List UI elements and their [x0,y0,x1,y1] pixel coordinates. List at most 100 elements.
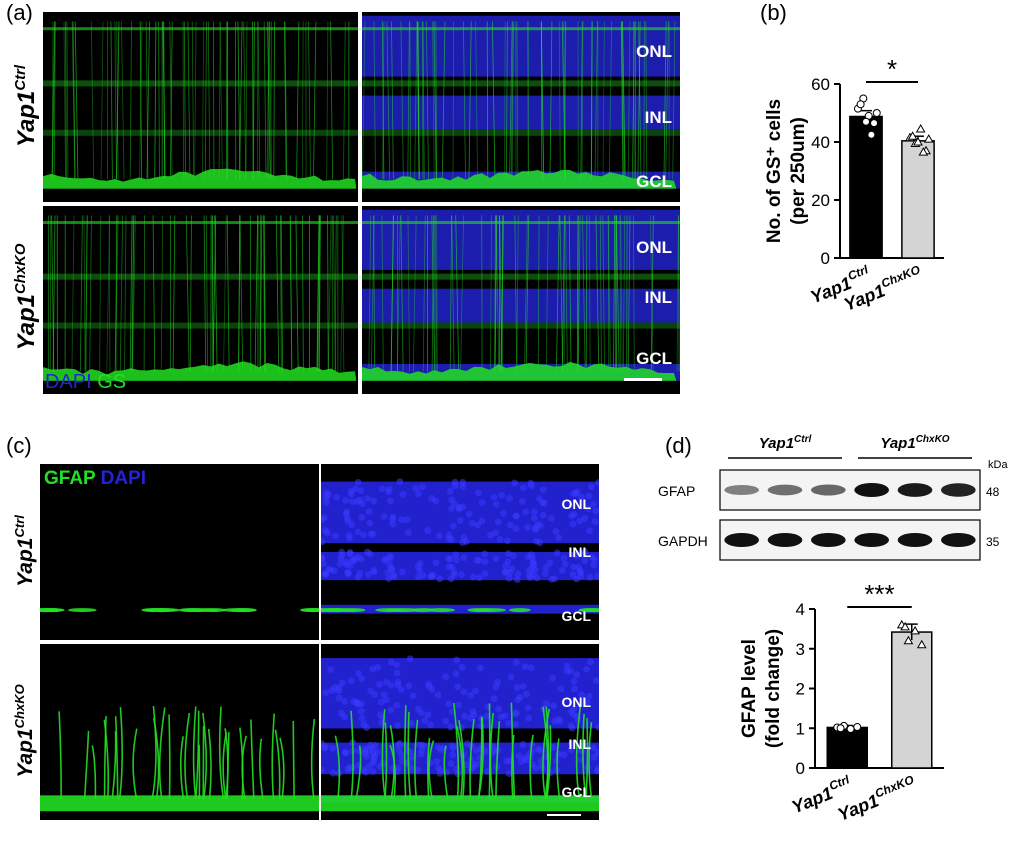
glial-fiber [129,215,133,372]
nucleus [387,706,395,714]
nucleus [414,766,422,774]
nucleus [561,560,569,568]
data-point [916,639,927,649]
nucleus [557,685,565,693]
y-tick-label: 2 [796,680,805,699]
nucleus [344,766,352,774]
glial-fiber [414,21,418,180]
nucleus [568,512,575,520]
data-point [918,147,929,156]
vitreous [362,188,680,202]
reactive-glial-process [202,712,208,800]
glial-fiber [270,21,272,180]
image-c-ctrl-gfap: GFAP DAPI [40,464,319,640]
nucleus [592,676,599,684]
nucleus [504,550,512,558]
reactive-glial-process [192,706,197,799]
glial-fiber [169,21,173,180]
reactive-glial-process [271,713,276,799]
nucleus [576,517,584,525]
glial-fiber [183,21,186,180]
glial-fiber [441,21,446,180]
nucleus [370,757,378,765]
nucleus [360,531,367,539]
nucleus [503,757,511,765]
plexiform-layer [362,322,680,329]
nucleus [540,499,548,507]
glial-fiber [649,215,654,372]
glial-fiber [390,215,394,372]
glial-fiber [422,215,426,372]
nucleus [559,567,566,574]
panel-label-a: (a) [6,0,33,25]
stain-label-c: GFAP DAPI [44,468,147,489]
nucleus [574,563,582,571]
nucleus [408,766,416,774]
nucleus [527,664,535,672]
nucleus [376,763,384,770]
glial-fiber [51,21,55,180]
glial-fiber [563,21,566,180]
nucleus [524,553,532,561]
micrograph-background [43,12,358,202]
blot-band [724,484,759,496]
nucleus [398,516,405,524]
nucleus [442,717,450,725]
glial-fiber [223,215,227,372]
glial-fiber [425,21,429,180]
nucleus [548,575,555,583]
glial-fiber [562,215,565,372]
glial-fiber [139,21,142,180]
glial-fiber [263,215,265,372]
reactive-glial-process [250,719,255,799]
glial-fiber [330,21,334,180]
nucleus [556,717,564,725]
nucleus [369,768,377,775]
nucleus [577,569,584,577]
glial-fiber [114,215,118,372]
glial-fiber [599,215,602,372]
nucleus [348,521,355,528]
nucleus [393,701,401,709]
glial-fiber [162,21,166,180]
nucleus [547,514,555,522]
glial-fiber [421,21,424,180]
astrocyte-process [300,608,319,613]
glial-fiber [243,21,247,180]
nucleus [321,560,327,568]
nucleus [490,695,498,703]
nucleus [358,514,366,521]
glial-fiber [524,215,528,372]
glial-fiber [417,21,420,180]
glial-fiber [627,215,631,372]
nucleus [341,748,349,756]
nucleus [365,508,373,516]
nucleus [419,571,427,579]
glial-fiber [254,215,259,372]
nucleus [506,568,514,576]
nucleus [516,693,524,701]
glial-fiber [407,215,410,372]
nucleus [523,756,531,764]
reactive-glial-process [384,722,388,799]
nucleus [449,522,457,530]
nucleus [414,563,422,571]
glial-fiber [267,21,271,180]
nucleus [567,722,575,729]
nucleus [595,723,599,731]
nucleus [524,523,531,531]
glial-fiber [334,215,337,372]
glial-fiber [672,21,676,180]
nucleus [454,683,462,691]
nucleus [523,690,531,698]
nucleus [539,511,547,519]
stain-label-a: DAPI GS [45,371,127,393]
glial-fiber [452,21,455,180]
nucleus [594,749,599,757]
astrocyte-process [40,608,65,613]
nucleus [341,697,348,705]
y-axis-label: (fold change) [763,629,784,748]
glial-fiber [317,215,320,372]
outer-limiting-membrane [43,221,358,225]
nucleus [475,556,483,564]
